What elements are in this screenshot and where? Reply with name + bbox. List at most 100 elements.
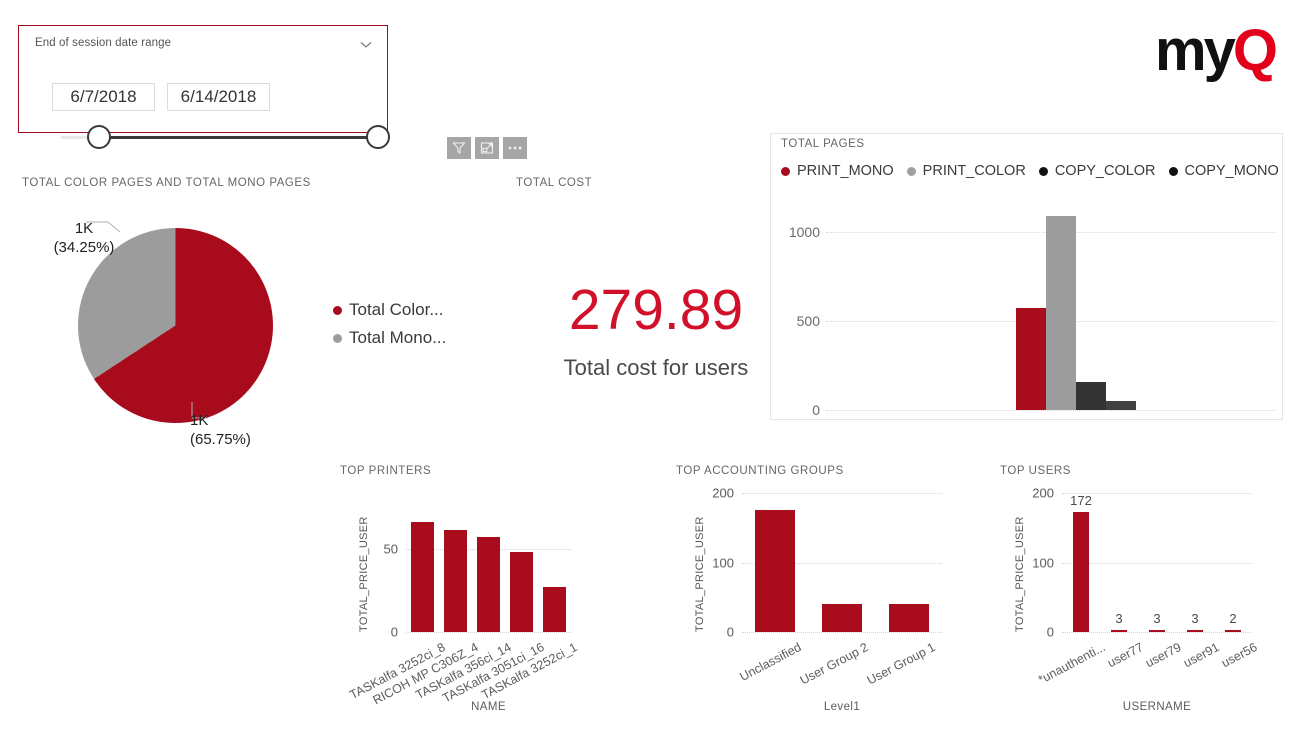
start-date-input[interactable]: 6/7/2018 [52,83,155,111]
slider-track-active[interactable] [99,136,379,139]
pie-legend-item-color[interactable]: Total Color... [333,300,446,320]
y-axis-tick: 0 [390,624,398,640]
y-axis-tick: 0 [812,402,820,418]
gridline [826,410,1276,411]
pie-label-color: 1K (65.75%) [190,412,290,450]
top-accounting-groups-title: TOP ACCOUNTING GROUPS [676,465,844,477]
top-users-chart[interactable]: TOP USERS TOTAL_PRICE_USER 0 100 200 172 3 3 3 2… [1000,465,1300,720]
slicer-label: End of session date range [35,37,172,49]
legend-dot-print-mono [781,166,790,176]
bar-value-label: 3 [1191,610,1199,626]
pie-label-mono-value: 1K [74,220,94,237]
total-pages-legend: PRINT_MONO PRINT_COLOR COPY_COLOR COPY_M… [781,163,1279,179]
bar[interactable] [476,537,501,632]
y-axis-tick: 200 [1032,485,1054,501]
bar[interactable] [542,587,567,632]
legend-label-copy-mono: COPY_MONO [1184,163,1279,179]
gridline [1062,493,1252,494]
y-axis-title: TOTAL_PRICE_USER [694,516,706,632]
total-cost-value: 279.89 [568,278,744,342]
bar[interactable] [1187,629,1203,632]
bar[interactable] [822,603,862,632]
y-axis-tick: 50 [383,541,398,557]
plot-area: 0 100 200 [712,486,942,640]
y-axis-tick: 1000 [788,223,820,240]
bar[interactable] [755,510,796,632]
top-printers-chart[interactable]: TOP PRINTERS TOTAL_PRICE_USER 0 50 TASKalfa… [340,465,660,720]
bar-value-label: 172 [1070,493,1092,509]
y-axis-tick: 0 [726,624,734,640]
gridline [742,632,942,633]
y-axis-title: TOTAL_PRICE_USER [1014,516,1026,632]
total-pages-header-icons [447,137,527,159]
legend-item-print-color[interactable]: PRINT_COLOR [906,163,1026,179]
pie-label-color-percent: (65.75%) [190,430,251,448]
legend-dot-print-color [906,166,916,176]
total-cost-title: TOTAL COST [516,177,593,189]
total-pages-plot: 0 500 1000 [789,205,1276,418]
pie-chart[interactable] [78,228,273,423]
top-users-title: TOP USERS [1000,465,1071,477]
legend-label-copy-color: COPY_COLOR [1054,163,1156,179]
total-cost-subtitle: Total cost for users [563,355,749,380]
y-axis-tick: 100 [712,555,734,570]
gridline [406,632,571,633]
bar-value-label: 3 [1153,610,1161,626]
bar[interactable] [1076,382,1106,410]
slider-handle-end[interactable] [366,125,390,149]
chevron-down-icon[interactable] [359,38,373,50]
pie-label-mono-percent: (34.25%) [53,238,115,256]
slider-handle-start[interactable] [87,125,111,149]
bar[interactable] [888,603,929,632]
bar[interactable] [1111,629,1127,632]
bar[interactable] [509,552,534,632]
myq-logo: myQ [1155,22,1278,80]
gridline [1062,562,1252,564]
bar[interactable] [443,530,468,632]
end-date-input[interactable]: 6/14/2018 [167,83,270,111]
bar[interactable] [1073,512,1089,632]
legend-dot-copy-color [1038,166,1048,176]
bar[interactable] [1225,630,1241,632]
x-axis-title: Level1 [823,701,861,713]
bar-value-label: 3 [1115,610,1123,626]
legend-item-copy-mono[interactable]: COPY_MONO [1168,163,1279,179]
focus-mode-icon[interactable] [475,137,499,159]
top-accounting-groups-chart[interactable]: TOP ACCOUNTING GROUPS TOTAL_PRICE_USER 0 1… [676,465,996,720]
y-axis-tick: 100 [1032,555,1054,570]
legend-item-print-mono[interactable]: PRINT_MONO [781,163,894,179]
y-axis-tick: 500 [796,312,820,329]
legend-label-print-mono: PRINT_MONO [797,163,894,179]
bar[interactable] [1106,401,1136,410]
x-axis-title: NAME [471,701,506,713]
pie-slices[interactable] [78,228,273,423]
legend-dot-copy-mono [1168,166,1178,176]
legend-label-print-color: PRINT_COLOR [922,163,1026,179]
legend-item-copy-color[interactable]: COPY_COLOR [1038,163,1156,179]
gridline [742,493,942,494]
pie-label-mono: 1K (34.25%) [44,220,124,258]
more-options-icon[interactable] [503,137,527,159]
top-printers-title: TOP PRINTERS [340,465,432,477]
gridline [1062,632,1252,633]
gridline [742,562,942,564]
pie-legend-label-mono: Total Mono... [349,328,447,347]
y-axis-title: TOTAL_PRICE_USER [358,516,370,632]
plot-area: 0 100 200 172 3 3 3 2 [1032,486,1252,640]
date-range-slicer[interactable]: End of session date range 6/7/2018 6/14/… [18,25,390,149]
total-pages-title: TOTAL PAGES [781,138,865,150]
plot-area: 0 50 [384,507,571,640]
bar[interactable] [1046,215,1076,410]
bar[interactable] [1016,308,1046,410]
pie-legend-item-mono[interactable]: Total Mono... [333,328,446,348]
bar[interactable] [410,522,435,632]
legend-dot-color [333,305,342,315]
slider-track-inactive [61,136,99,139]
y-axis-tick: 200 [712,485,734,501]
bar[interactable] [1149,629,1165,632]
y-axis-tick: 0 [1046,624,1054,640]
legend-dot-mono [333,333,342,343]
pie-label-color-value: 1K [190,412,209,429]
bar-value-label: 2 [1229,611,1237,626]
filter-icon[interactable] [447,137,471,159]
